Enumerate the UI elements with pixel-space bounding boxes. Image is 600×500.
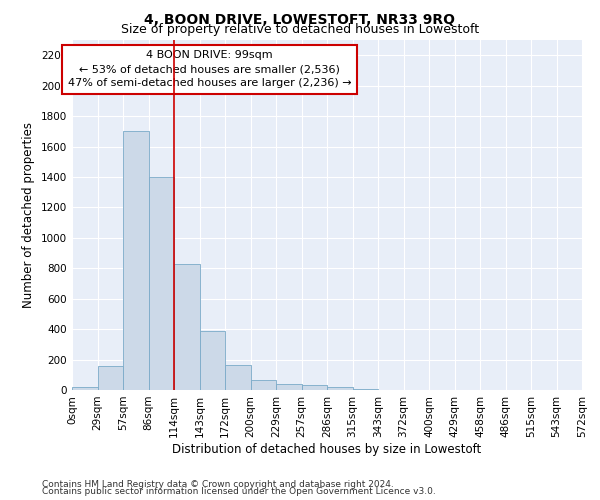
Text: 4, BOON DRIVE, LOWESTOFT, NR33 9RQ: 4, BOON DRIVE, LOWESTOFT, NR33 9RQ	[145, 12, 455, 26]
Bar	[199, 332, 225, 390]
Bar	[149, 177, 174, 390]
Bar	[225, 365, 251, 390]
Text: Contains HM Land Registry data © Crown copyright and database right 2024.: Contains HM Land Registry data © Crown c…	[42, 480, 394, 489]
Bar	[72, 387, 97, 390]
X-axis label: Distribution of detached houses by size in Lowestoft: Distribution of detached houses by size …	[172, 442, 482, 456]
Bar	[123, 132, 149, 390]
Bar	[276, 384, 302, 390]
Bar	[327, 387, 353, 390]
Bar	[174, 264, 199, 390]
Y-axis label: Number of detached properties: Number of detached properties	[22, 122, 35, 308]
Bar	[302, 386, 327, 390]
Bar	[97, 366, 123, 390]
Text: Contains public sector information licensed under the Open Government Licence v3: Contains public sector information licen…	[42, 487, 436, 496]
Text: Size of property relative to detached houses in Lowestoft: Size of property relative to detached ho…	[121, 22, 479, 36]
Text: 4 BOON DRIVE: 99sqm
← 53% of detached houses are smaller (2,536)
47% of semi-det: 4 BOON DRIVE: 99sqm ← 53% of detached ho…	[68, 50, 352, 88]
Bar	[353, 389, 378, 390]
Bar	[251, 380, 276, 390]
